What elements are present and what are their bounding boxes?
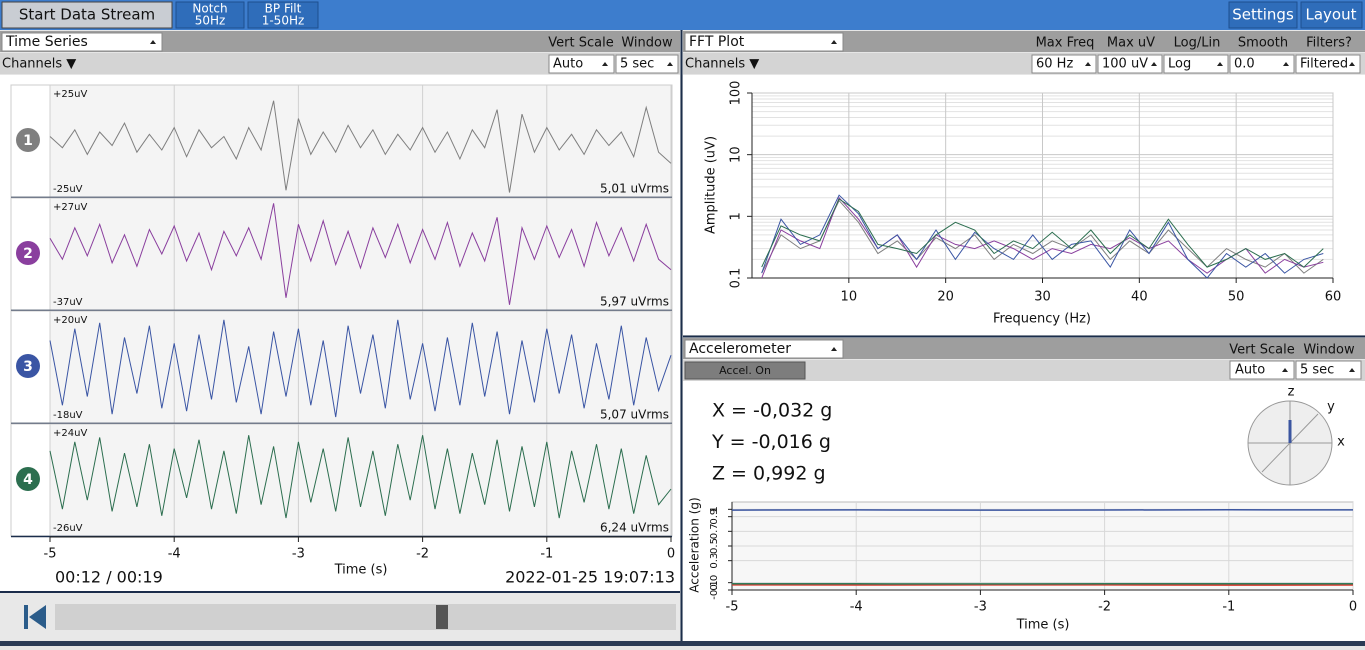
x-tick-label: 10: [841, 290, 858, 305]
x-tick-label: 30: [1034, 290, 1051, 305]
notch-value: 50Hz: [195, 14, 226, 28]
playback-time: 00:12 / 00:19: [55, 568, 163, 587]
control-value: Filtered: [1300, 57, 1348, 72]
rewind-icon[interactable]: [24, 605, 28, 629]
footer: [0, 641, 1365, 646]
accel-readout: Y = -0,016 g: [711, 431, 831, 453]
x-tick-label: -5: [44, 547, 57, 562]
channel-number: 3: [23, 359, 33, 375]
accel-title: Accelerometer: [689, 341, 791, 357]
scale-label: -25uV: [53, 184, 83, 195]
scale-label: +27uV: [53, 202, 87, 213]
x-tick-label: 40: [1131, 290, 1148, 305]
y-tick-label: 0.5: [709, 538, 720, 554]
x-tick-label: -5: [726, 600, 739, 615]
y-axis-label: Amplitude (uV): [704, 136, 719, 234]
control-value: 60 Hz: [1036, 57, 1073, 72]
layout-label: Layout: [1306, 6, 1357, 24]
accel-vert-value: Auto: [1235, 363, 1265, 378]
ts-title: Time Series: [5, 34, 88, 50]
ts-window-value: 5 sec: [620, 57, 654, 72]
x-tick-label: 60: [1325, 290, 1342, 305]
control-label: Smooth: [1238, 36, 1288, 51]
y-tick-label: 0.0: [709, 575, 720, 591]
channel-number: 1: [23, 133, 33, 149]
x-tick-label: -3: [974, 600, 987, 615]
trace-bg: [50, 85, 672, 197]
y-tick-label: 1: [729, 212, 744, 220]
accel-readout: Z = 0,992 g: [712, 463, 826, 485]
x-tick-label: -2: [1098, 600, 1111, 615]
scale-label: +24uV: [53, 428, 87, 439]
scrubber-track[interactable]: [55, 604, 676, 630]
accel-readout: X = -0,032 g: [712, 400, 832, 422]
trace-bg: [50, 198, 672, 310]
x-axis-label: Time (s): [1016, 618, 1070, 633]
x-tick-label: 0: [667, 547, 675, 562]
x-tick-label: -1: [540, 547, 553, 562]
y-tick-label: 1: [709, 506, 720, 512]
control-label: Max uV: [1107, 36, 1155, 51]
y-tick-label: 0.7: [709, 523, 720, 539]
scale-label: -37uV: [53, 297, 83, 308]
x-axis-label: Frequency (Hz): [993, 312, 1091, 327]
compass-label: y: [1327, 400, 1335, 415]
rms-label: 5,07 uVrms: [600, 408, 669, 422]
x-tick-label: -4: [850, 600, 863, 615]
scale-label: +20uV: [53, 315, 87, 326]
channel-number: 2: [23, 246, 33, 262]
accel-on-label: Accel. On: [719, 364, 771, 377]
x-tick-label: 50: [1228, 290, 1245, 305]
control-value: Log: [1168, 57, 1191, 72]
scrubber-handle[interactable]: [436, 605, 448, 629]
fft-title: FFT Plot: [689, 34, 745, 50]
scale-label: -26uV: [53, 523, 83, 534]
x-axis-label: Time (s): [334, 563, 388, 578]
x-tick-label: -2: [416, 547, 429, 562]
rms-label: 5,97 uVrms: [600, 295, 669, 309]
y-tick-label: 100: [729, 81, 744, 106]
y-tick-label: 10: [729, 146, 744, 163]
control-label: Filters?: [1306, 36, 1352, 51]
ts-vert-scale: Vert Scale: [548, 36, 613, 51]
accel-window: Window: [1303, 343, 1355, 358]
ts-channels[interactable]: Channels ▼: [2, 57, 76, 72]
rms-label: 5,01 uVrms: [600, 182, 669, 196]
timestamp: 2022-01-25 19:07:13: [505, 568, 675, 587]
start-label: Start Data Stream: [19, 6, 155, 24]
y-tick-label: 0.1: [729, 268, 744, 289]
fft-channels[interactable]: Channels ▼: [685, 57, 759, 72]
scale-label: -18uV: [53, 410, 83, 421]
x-tick-label: -1: [1222, 600, 1235, 615]
compass-label: x: [1337, 435, 1345, 450]
ts-window: Window: [621, 36, 673, 51]
accel-window-value: 5 sec: [1300, 363, 1334, 378]
y-tick-label: 0.3: [709, 553, 720, 569]
settings-label: Settings: [1232, 6, 1294, 24]
x-tick-label: 0: [1349, 600, 1357, 615]
rms-label: 6,24 uVrms: [600, 521, 669, 535]
control-value: 100 uV: [1102, 57, 1148, 72]
scale-label: +25uV: [53, 89, 87, 100]
x-tick-label: 20: [937, 290, 954, 305]
ts-vert-value: Auto: [553, 57, 583, 72]
y-axis-label: Acceleration (g): [688, 497, 702, 592]
compass-label: z: [1288, 385, 1295, 400]
control-value: 0.0: [1234, 57, 1255, 72]
control-label: Max Freq: [1036, 36, 1095, 51]
accel-vert-scale: Vert Scale: [1229, 343, 1294, 358]
x-tick-label: -3: [292, 547, 305, 562]
trace-bg: [50, 311, 672, 423]
x-tick-label: -4: [168, 547, 181, 562]
bp-value: 1-50Hz: [262, 14, 305, 28]
channel-number: 4: [23, 472, 33, 488]
control-label: Log/Lin: [1174, 36, 1221, 51]
